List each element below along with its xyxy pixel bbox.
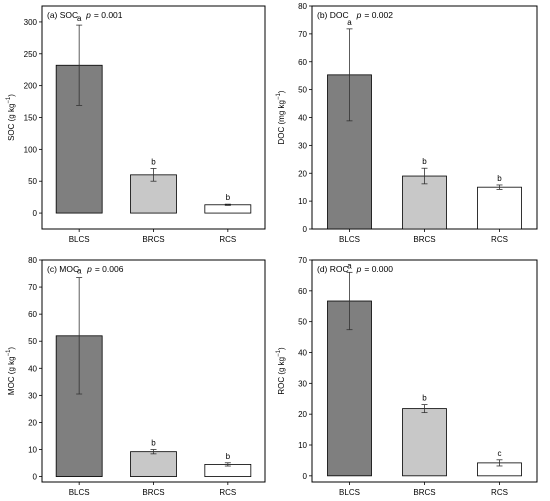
y-axis-label-main: SOC (g kg <box>7 104 16 141</box>
y-axis-label-end: ) <box>7 94 16 97</box>
y-tick-label: 80 <box>28 256 37 265</box>
y-axis-label-sup: −1 <box>276 349 282 357</box>
significance-letter: a <box>77 267 82 276</box>
y-tick-label: 20 <box>298 410 307 419</box>
p-value: = 0.000 <box>364 264 393 274</box>
significance-letter: c <box>498 449 502 458</box>
significance-letter: b <box>422 394 427 403</box>
x-tick-label: RCS <box>491 488 508 497</box>
y-tick-label: 30 <box>298 379 307 388</box>
y-tick-label: 0 <box>303 225 308 234</box>
significance-letter: b <box>151 157 156 166</box>
x-tick-label: BLCS <box>69 235 90 244</box>
y-tick-label: 50 <box>298 318 307 327</box>
y-axis-label-end: ) <box>277 347 286 350</box>
y-axis-label-main: MOC (g kg <box>7 356 16 395</box>
bar-brcs <box>130 451 177 477</box>
significance-letter: b <box>226 452 231 461</box>
y-tick-label: 50 <box>28 337 37 346</box>
y-tick-label: 0 <box>303 472 308 481</box>
panel-title: (c) MOC p = 0.006 <box>47 264 124 274</box>
y-axis-label-main: ROC (g kg <box>277 357 286 395</box>
p-label: p <box>356 264 362 274</box>
significance-letter: b <box>151 439 156 448</box>
x-tick-label: BRCS <box>413 488 435 497</box>
y-axis-label: SOC (g kg−1) <box>6 94 16 141</box>
y-axis-label: ROC (g kg−1) <box>276 347 286 395</box>
x-tick-label: BRCS <box>142 235 164 244</box>
y-tick-label: 0 <box>33 473 38 482</box>
significance-letter: a <box>347 18 352 27</box>
significance-letter: b <box>226 193 231 202</box>
x-tick-label: BRCS <box>142 488 164 497</box>
y-tick-label: 10 <box>298 197 307 206</box>
p-value: = 0.002 <box>364 10 393 20</box>
x-tick-label: RCS <box>219 235 236 244</box>
p-value: = 0.001 <box>94 10 123 20</box>
p-label: p <box>85 10 91 20</box>
y-tick-label: 50 <box>298 86 307 95</box>
y-tick-label: 60 <box>298 58 307 67</box>
y-axis-label-end: ) <box>7 347 16 350</box>
y-tick-label: 40 <box>298 349 307 358</box>
panel-label: (d) ROC <box>317 264 349 274</box>
y-axis-label-end: ) <box>277 90 286 93</box>
panel-label: (a) SOC <box>47 10 78 20</box>
significance-letter: a <box>347 261 352 270</box>
y-tick-label: 70 <box>298 256 307 265</box>
y-tick-label: 70 <box>298 30 307 39</box>
y-tick-label: 40 <box>298 114 307 123</box>
y-tick-label: 30 <box>298 141 307 150</box>
x-tick-label: BLCS <box>339 488 360 497</box>
y-tick-label: 150 <box>24 114 38 123</box>
y-tick-label: 60 <box>28 310 37 319</box>
y-tick-label: 40 <box>28 364 37 373</box>
bar-blcs <box>327 300 372 477</box>
y-tick-label: 80 <box>298 2 307 11</box>
y-tick-label: 20 <box>28 418 37 427</box>
y-tick-label: 70 <box>28 283 37 292</box>
x-tick-label: BLCS <box>69 488 90 497</box>
y-tick-label: 20 <box>298 169 307 178</box>
x-tick-label: RCS <box>219 488 236 497</box>
y-tick-label: 30 <box>28 391 37 400</box>
y-tick-label: 50 <box>28 177 37 186</box>
panel-title: (b) DOC p = 0.002 <box>317 10 393 20</box>
y-tick-label: 10 <box>28 446 37 455</box>
x-tick-label: BRCS <box>413 235 435 244</box>
panel-label: (c) MOC <box>47 264 79 274</box>
significance-letter: b <box>497 174 502 183</box>
significance-letter: a <box>77 14 82 23</box>
y-axis-label: MOC (g kg−1) <box>6 347 16 396</box>
y-axis-label-sup: −1 <box>6 96 12 104</box>
y-axis-label-main: DOC (mg kg <box>277 100 286 144</box>
bar-brcs <box>402 175 447 230</box>
x-tick-label: RCS <box>491 235 508 244</box>
y-tick-label: 200 <box>24 82 38 91</box>
bar-brcs <box>402 408 447 477</box>
y-tick-label: 60 <box>298 287 307 296</box>
panel-label: (b) DOC <box>317 10 349 20</box>
y-axis-label-sup: −1 <box>6 349 12 357</box>
panel-title: (d) ROC p = 0.000 <box>317 264 393 274</box>
y-tick-label: 300 <box>24 18 38 27</box>
y-tick-label: 0 <box>33 209 38 218</box>
y-tick-label: 100 <box>24 145 38 154</box>
p-value: = 0.006 <box>95 264 124 274</box>
y-axis-label-sup: −1 <box>276 93 282 101</box>
y-axis-label: DOC (mg kg−1) <box>276 90 286 144</box>
significance-letter: b <box>422 157 427 166</box>
y-tick-label: 10 <box>298 441 307 450</box>
y-tick-label: 250 <box>24 50 38 59</box>
x-tick-label: BLCS <box>339 235 360 244</box>
panel-title: (a) SOC p = 0.001 <box>47 10 123 20</box>
p-label: p <box>356 10 362 20</box>
p-label: p <box>86 264 92 274</box>
